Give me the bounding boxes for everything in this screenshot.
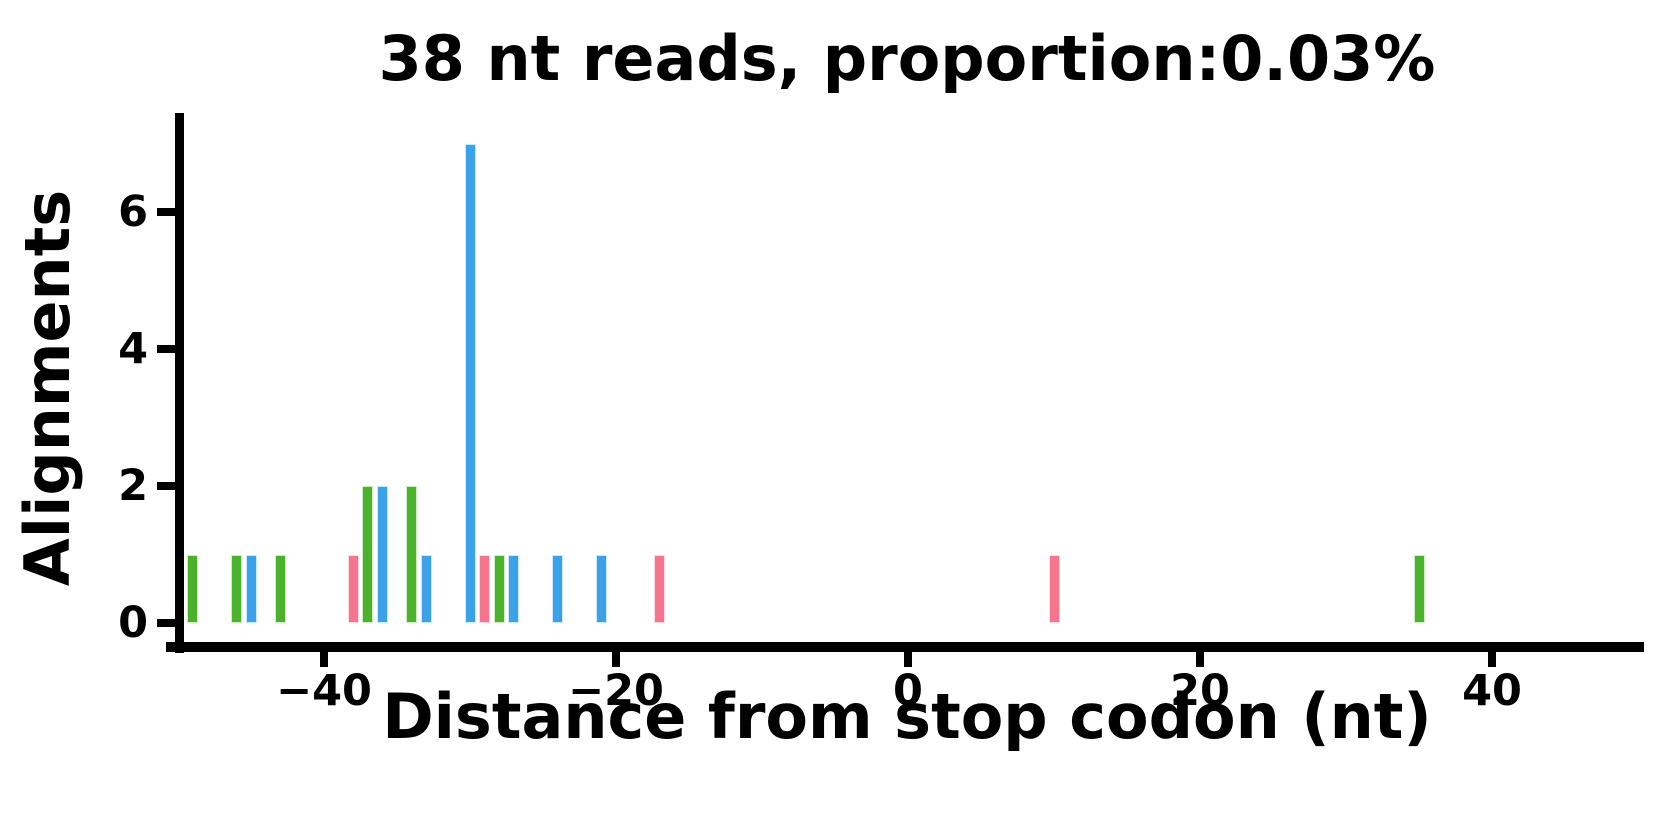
x-tick-label: −40 <box>276 666 372 716</box>
y-tick <box>157 619 175 627</box>
bar <box>1048 554 1060 623</box>
bar <box>595 554 607 623</box>
x-tick <box>1488 652 1496 667</box>
bar <box>1413 554 1425 623</box>
bar <box>362 486 374 623</box>
y-tick-label: 6 <box>118 187 148 237</box>
x-tick <box>320 652 328 667</box>
x-axis-spine <box>166 642 1644 652</box>
chart-title: 38 nt reads, proportion:0.03% <box>378 22 1436 95</box>
bar <box>552 554 564 623</box>
bar <box>654 554 666 623</box>
x-tick <box>612 652 620 667</box>
y-tick-label: 0 <box>118 598 148 648</box>
bar <box>347 554 359 623</box>
y-tick <box>157 345 175 353</box>
bar <box>493 554 505 623</box>
y-tick <box>157 208 175 216</box>
bar <box>376 486 388 623</box>
y-tick-label: 4 <box>118 324 148 374</box>
x-tick-label: 0 <box>893 666 923 716</box>
bar <box>406 486 418 623</box>
bar <box>464 143 476 623</box>
y-tick <box>157 482 175 490</box>
bar <box>245 554 257 623</box>
x-tick-label: 20 <box>1170 666 1230 716</box>
bar <box>274 554 286 623</box>
y-tick-label: 2 <box>118 461 148 511</box>
bar <box>420 554 432 623</box>
y-axis-spine <box>175 113 184 653</box>
bar <box>230 554 242 623</box>
x-axis-label: Distance from stop codon (nt) <box>382 680 1432 753</box>
bar <box>508 554 520 623</box>
x-tick <box>1196 652 1204 667</box>
bar <box>479 554 491 623</box>
x-tick-label: 40 <box>1462 666 1522 716</box>
x-tick-label: −20 <box>568 666 664 716</box>
bar <box>187 554 199 623</box>
x-tick <box>904 652 912 667</box>
